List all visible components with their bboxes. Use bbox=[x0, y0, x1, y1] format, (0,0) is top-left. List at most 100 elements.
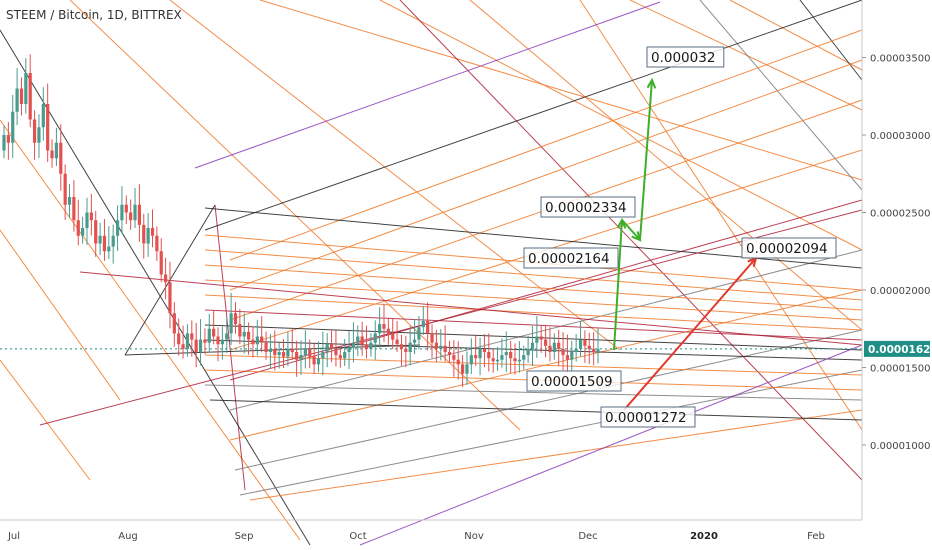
candle-body-27 bbox=[120, 204, 124, 221]
green-arrow-elbow bbox=[621, 219, 641, 241]
candle-body-59 bbox=[260, 336, 264, 343]
candle-body-132 bbox=[578, 339, 583, 349]
candle-body-99 bbox=[434, 342, 438, 349]
candle-body-8 bbox=[37, 127, 41, 143]
candle-body-97 bbox=[426, 321, 430, 334]
current-price-tag: 0.00001620 bbox=[864, 340, 932, 357]
trend-line-10 bbox=[729, 0, 863, 71]
annotation-text: 0.00001272 bbox=[605, 410, 687, 426]
candle-body-33 bbox=[146, 228, 150, 244]
candle-body-14 bbox=[63, 173, 67, 205]
candle-body-119 bbox=[522, 355, 526, 360]
candle-body-133 bbox=[583, 339, 587, 346]
candle-body-128 bbox=[561, 348, 565, 356]
candle-body-4 bbox=[19, 88, 24, 104]
annotation-6[interactable]: 0.00001272 bbox=[600, 406, 696, 428]
annotation-box bbox=[741, 237, 837, 259]
annotation-1[interactable]: 0.000032 bbox=[646, 46, 725, 68]
candle-body-109 bbox=[478, 348, 482, 359]
candle-body-105 bbox=[461, 364, 465, 374]
candle-body-39 bbox=[172, 313, 176, 334]
annotation-3[interactable]: 0.00002164 bbox=[523, 247, 619, 269]
candle-body-9 bbox=[41, 104, 45, 128]
trend-line-40 bbox=[79, 271, 863, 346]
candle-body-102 bbox=[447, 352, 452, 356]
trend-line-5 bbox=[69, 0, 521, 431]
annotation-4[interactable]: 0.00002094 bbox=[741, 237, 837, 259]
candle-body-71 bbox=[312, 356, 316, 365]
candle-body-17 bbox=[76, 220, 80, 236]
candle-body-47 bbox=[207, 328, 211, 343]
candle-body-72 bbox=[316, 358, 321, 365]
candle-body-75 bbox=[329, 344, 334, 349]
candle-body-117 bbox=[513, 358, 517, 362]
candle-body-2 bbox=[11, 111, 15, 143]
annotation-5[interactable]: 0.00001509 bbox=[526, 370, 622, 392]
candle-body-78 bbox=[343, 352, 347, 359]
candle-body-84 bbox=[369, 342, 373, 349]
candle-body-122 bbox=[535, 336, 539, 343]
y-tick-label: 0.00003000 bbox=[870, 131, 930, 142]
trend-line-11 bbox=[399, 0, 863, 481]
trend-line-3 bbox=[259, 0, 863, 181]
candle-body-103 bbox=[452, 355, 456, 360]
annotation-box bbox=[523, 247, 619, 269]
candle-body-38 bbox=[168, 282, 172, 314]
green-arrow-target bbox=[639, 79, 653, 241]
trend-line-39 bbox=[209, 399, 863, 421]
candle-body-124 bbox=[543, 339, 548, 346]
candle-body-118 bbox=[517, 359, 521, 362]
candle-body-134 bbox=[587, 345, 591, 349]
candle-body-96 bbox=[421, 321, 425, 328]
trend-line-1 bbox=[469, 0, 863, 331]
chart-title: STEEM / Bitcoin, 1D, BITTREX bbox=[6, 8, 182, 22]
candle-body-115 bbox=[504, 352, 508, 356]
candle-body-89 bbox=[391, 333, 395, 340]
candle-body-45 bbox=[198, 339, 203, 352]
candle-body-54 bbox=[238, 324, 242, 337]
candle-body-92 bbox=[404, 348, 408, 352]
candle-body-53 bbox=[233, 313, 238, 325]
candle-body-50 bbox=[220, 339, 224, 345]
trend-line-2 bbox=[379, 0, 863, 251]
candle-body-7 bbox=[32, 119, 37, 143]
candle-body-36 bbox=[159, 251, 163, 275]
trend-line-25 bbox=[239, 369, 863, 496]
candle-body-66 bbox=[290, 348, 294, 352]
trend-line-7 bbox=[0, 229, 121, 401]
x-tick-label: Dec bbox=[578, 531, 597, 542]
trend-line-15 bbox=[799, 0, 863, 81]
candle-body-114 bbox=[500, 355, 504, 360]
candle-body-101 bbox=[443, 345, 447, 352]
candle-body-16 bbox=[72, 197, 76, 221]
annotation-2[interactable]: 0.00002334 bbox=[540, 196, 636, 218]
candle-body-87 bbox=[382, 324, 386, 329]
candle-body-18 bbox=[81, 228, 85, 236]
candle-body-116 bbox=[509, 352, 513, 359]
candle-body-12 bbox=[54, 142, 59, 159]
candle-body-76 bbox=[334, 348, 338, 356]
candle-body-49 bbox=[216, 336, 220, 345]
trend-line-31 bbox=[204, 279, 863, 321]
candle-body-85 bbox=[373, 333, 377, 343]
candle-body-112 bbox=[491, 358, 495, 362]
candle-body-98 bbox=[430, 333, 434, 343]
price-tag-label: 0.00001620 bbox=[868, 344, 932, 356]
candle-body-35 bbox=[155, 235, 159, 252]
candle-body-15 bbox=[67, 197, 72, 205]
red-arrow-target bbox=[623, 257, 757, 411]
price-tag-bg bbox=[864, 340, 930, 357]
candle-body-23 bbox=[102, 235, 107, 252]
trend-line-16 bbox=[204, 0, 863, 231]
trend-line-13 bbox=[0, 29, 311, 546]
candle-body-41 bbox=[181, 344, 185, 349]
candle-body-83 bbox=[364, 344, 369, 349]
candle-body-113 bbox=[495, 359, 500, 362]
candle-body-48 bbox=[212, 328, 216, 337]
candle-body-131 bbox=[574, 348, 578, 352]
candle-body-70 bbox=[308, 348, 312, 357]
candle-body-43 bbox=[190, 333, 194, 340]
trend-line-35 bbox=[204, 339, 863, 361]
